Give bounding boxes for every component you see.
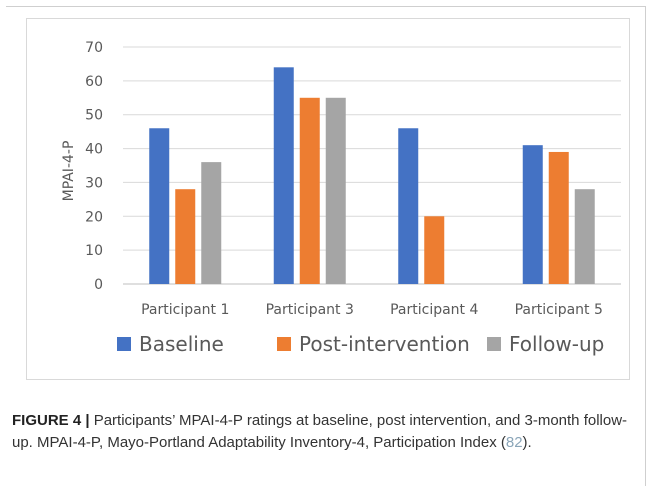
bar-follow-up [201, 162, 222, 284]
bars [149, 67, 595, 285]
figure-caption: FIGURE 4 | Participants’ MPAI-4-P rating… [12, 410, 636, 454]
y-tick-label: 50 [85, 108, 103, 124]
chart-container: 0 10 20 30 40 50 60 70 Participant 1 Participant… [26, 18, 630, 380]
bar-post-intervention [424, 216, 445, 284]
legend-swatch [487, 337, 501, 351]
caption-reference-link[interactable]: 82 [505, 434, 523, 451]
bar-follow-up [325, 97, 346, 285]
y-axis-title: MPAI-4-P [61, 141, 77, 202]
y-tick-label: 40 [85, 142, 103, 158]
bar-baseline [398, 128, 419, 284]
y-tick-label: 10 [85, 243, 103, 259]
x-category-label: Participant 5 [515, 302, 603, 318]
legend-label: Post-intervention [299, 332, 470, 356]
legend-label: Baseline [139, 332, 224, 356]
figure-frame [6, 6, 646, 486]
legend-swatch [117, 337, 131, 351]
y-tick-label: 30 [85, 175, 103, 191]
bar-post-intervention [548, 151, 569, 284]
gridlines [123, 46, 621, 285]
legend: Baseline Post-intervention Follow-up [117, 332, 604, 356]
y-axis-ticks: 0 10 20 30 40 50 60 70 [85, 40, 103, 293]
x-category-label: Participant 4 [390, 302, 478, 318]
x-category-label: Participant 1 [141, 302, 229, 318]
legend-label: Follow-up [509, 332, 604, 356]
caption-label: FIGURE 4 | [12, 412, 90, 429]
bar-post-intervention [175, 189, 196, 284]
bar-follow-up [574, 189, 595, 284]
y-tick-label: 0 [94, 277, 103, 293]
y-tick-label: 70 [85, 40, 103, 56]
legend-swatch [277, 337, 291, 351]
caption-text: Participants’ MPAI-4-P ratings at baseli… [12, 412, 628, 451]
bar-post-intervention [299, 97, 320, 285]
y-tick-label: 60 [85, 74, 103, 90]
bar-baseline [522, 145, 543, 284]
y-tick-label: 20 [85, 209, 103, 225]
x-axis-categories: Participant 1 Participant 3 Participant 4 P… [141, 302, 603, 318]
caption-text-end: ). [522, 434, 532, 451]
bar-baseline [149, 128, 170, 284]
x-category-label: Participant 3 [266, 302, 354, 318]
bar-baseline [273, 67, 294, 284]
